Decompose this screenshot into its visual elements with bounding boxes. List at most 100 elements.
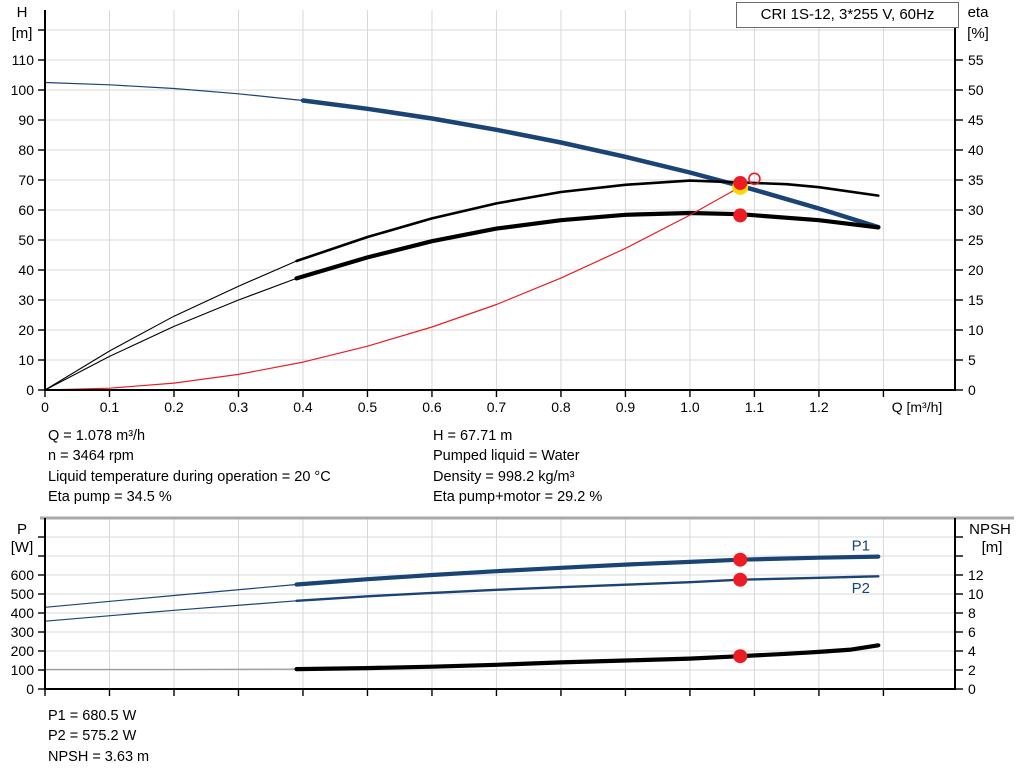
- tick-label: 45: [968, 112, 984, 128]
- tick-label: H: [17, 4, 28, 21]
- tick-label: [m]: [12, 25, 33, 42]
- tick-label: 35: [968, 172, 984, 188]
- eta-pump-motor-curve-lead: [44, 277, 298, 391]
- chart-title-box: CRI 1S-12, 3*255 V, 60Hz: [736, 2, 959, 28]
- tick-label: 20: [18, 322, 34, 338]
- p2-curve-lead: [44, 600, 298, 622]
- tick-label: NPSH: [969, 521, 1011, 538]
- rated-point-circle: [748, 172, 761, 186]
- power-npsh-chart: 0 100 200 300 400 500 600 0 2 4 6 8 10 12 P[W] NPSH[m] P…: [11, 516, 1014, 697]
- eta-pump-motor-curve: [294, 210, 881, 281]
- tick-label: 55: [968, 52, 984, 68]
- annotation-line: P2 = 575.2 W: [48, 728, 137, 745]
- tick-label: 90: [18, 112, 34, 128]
- duty-annotations-left: Q = 1.078 m³/h n = 3464 rpm Liquid tempe…: [48, 426, 331, 508]
- tick-label: 1.0: [680, 399, 700, 415]
- p2-curve: [295, 575, 880, 603]
- eta-pump-curve-lead: [44, 260, 298, 391]
- tick-label: 10: [968, 322, 984, 338]
- hq-eta-chart: 0 10 20 30 40 50 60 70 80 90 100 110 0 5 10 15 20 25 30 35 4…: [11, 4, 989, 415]
- tick-label: 100: [11, 662, 35, 678]
- tick-label: 30: [968, 202, 984, 218]
- tick-label: 10: [968, 586, 984, 602]
- duty-annotations-right: H = 67.71 m Pumped liquid = Water Densit…: [433, 426, 602, 508]
- tick-label: 25: [968, 232, 984, 248]
- tick-label: 30: [18, 292, 34, 308]
- tick-label: [W]: [11, 539, 34, 556]
- tick-label: 0.1: [100, 399, 120, 415]
- annotation-line: NPSH = 3.63 m: [48, 748, 150, 765]
- hq-curve-lead: [44, 81, 304, 102]
- tick-label: [m]: [982, 539, 1003, 556]
- tick-label: 600: [11, 567, 35, 583]
- p-npsh-markers: P1 P2: [733, 537, 870, 664]
- hq-eta-markers: [732, 172, 761, 223]
- tick-label: 0.3: [229, 399, 249, 415]
- tick-label: 50: [18, 232, 34, 248]
- p-npsh-axes: [44, 518, 956, 690]
- tick-label: 12: [968, 567, 984, 583]
- tick-label: 0.7: [487, 399, 507, 415]
- tick-label: 0.4: [293, 399, 313, 415]
- p1-label: P1: [852, 537, 870, 554]
- tick-label: eta: [968, 4, 990, 21]
- tick-label: 0.2: [164, 399, 184, 415]
- tick-label: 20: [968, 262, 984, 278]
- tick-label: 50: [968, 82, 984, 98]
- p-npsh-ticks: 0 100 200 300 400 500 600 0 2 4 6 8 10 12 P[W] NPSH[m]: [11, 521, 1011, 697]
- tick-label: 0: [26, 382, 34, 398]
- tick-label: 1.1: [745, 399, 765, 415]
- tick-label: 0: [26, 681, 34, 697]
- duty-annotations-bottom: P1 = 680.5 W P2 = 575.2 W NPSH = 3.63 m: [48, 706, 149, 767]
- annotation-line: H = 67.71 m: [433, 428, 513, 444]
- tick-label: 0: [968, 681, 976, 697]
- hq-eta-ticks: 0 10 20 30 40 50 60 70 80 90 100 110 0 5 10 15 20 25 30 35 4…: [11, 4, 989, 415]
- system-curve: [44, 186, 741, 391]
- annotation-line: Pumped liquid = Water: [433, 448, 580, 465]
- operating-point-eta-pump-motor: [733, 208, 748, 223]
- annotation-line: P1 = 680.5 W: [48, 708, 137, 724]
- hq-eta-axes: [44, 10, 956, 391]
- operating-point-npsh: [733, 649, 748, 664]
- tick-label: 0: [968, 382, 976, 398]
- npsh-curve: [294, 643, 881, 672]
- tick-label: 400: [11, 605, 35, 621]
- tick-label: 0.9: [616, 399, 636, 415]
- tick-label: 0.5: [358, 399, 378, 415]
- tick-label: 6: [968, 624, 976, 640]
- annotation-line: Q = 1.078 m³/h: [48, 428, 146, 444]
- tick-label: 40: [968, 142, 984, 158]
- tick-label: 1.2: [809, 399, 829, 415]
- operating-point-p2: [733, 572, 748, 587]
- tick-label: 8: [968, 605, 976, 621]
- operating-point-eta-pump: [733, 176, 748, 191]
- tick-label: P: [17, 521, 27, 538]
- annotation-line: Eta pump = 34.5 %: [48, 489, 172, 506]
- tick-label: 0.8: [551, 399, 571, 415]
- tick-label: 200: [11, 643, 35, 659]
- p2-label: P2: [852, 580, 870, 597]
- hq-eta-grid: [45, 10, 955, 390]
- chart-title: CRI 1S-12, 3*255 V, 60Hz: [760, 6, 935, 23]
- tick-label: 70: [18, 172, 34, 188]
- tick-label: 5: [968, 352, 976, 368]
- tick-label: Q [m³/h]: [892, 399, 943, 415]
- annotation-line: Eta pump+motor = 29.2 %: [433, 489, 603, 506]
- tick-label: 60: [18, 202, 34, 218]
- tick-label: [%]: [967, 25, 989, 42]
- tick-label: 100: [11, 82, 35, 98]
- annotation-line: n = 3464 rpm: [48, 448, 134, 465]
- operating-point-p1: [733, 552, 748, 567]
- annotation-line: Liquid temperature during operation = 20…: [48, 468, 331, 485]
- tick-label: 15: [968, 292, 984, 308]
- tick-label: 300: [11, 624, 35, 640]
- tick-label: 10: [18, 352, 34, 368]
- tick-label: 110: [12, 52, 35, 68]
- annotation-line: Density = 998.2 kg/m³: [433, 468, 575, 485]
- hq-curve: [300, 98, 881, 230]
- p1-curve-lead: [44, 583, 298, 608]
- tick-label: 2: [968, 662, 976, 678]
- tick-label: 0: [41, 399, 49, 415]
- tick-label: 40: [18, 262, 34, 278]
